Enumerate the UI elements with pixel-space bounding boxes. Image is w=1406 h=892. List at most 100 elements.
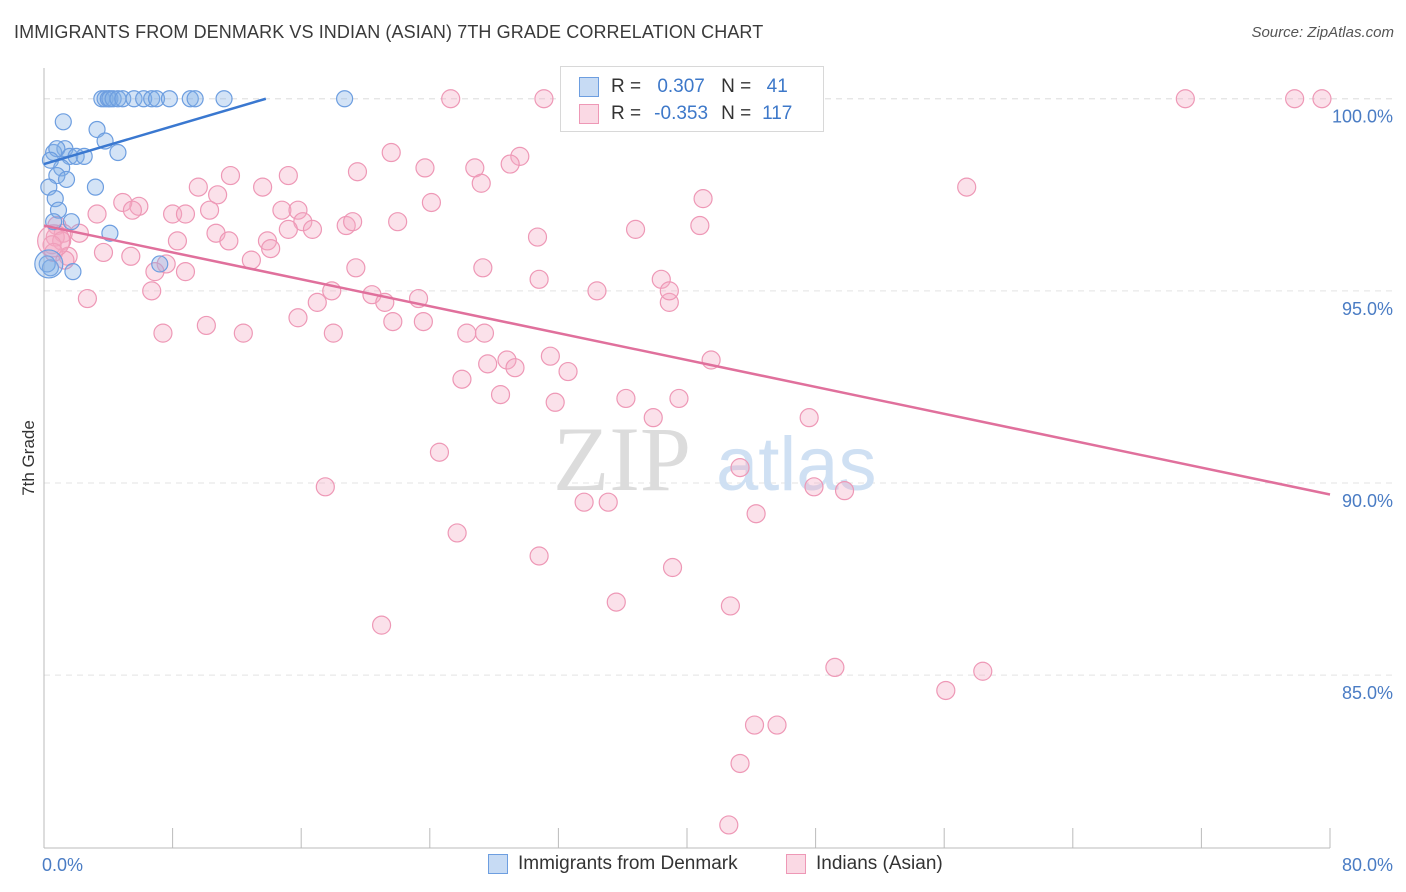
x-tick-label: 80.0%: [1342, 855, 1393, 875]
bottom-legend-indians: Indians (Asian): [786, 852, 943, 876]
point-indians-asian: [167, 231, 188, 251]
point-indians-asian: [804, 477, 824, 497]
point-indians-asian: [606, 592, 626, 612]
point-indians-asian: [288, 308, 308, 328]
point-immigrants-from-denmark: [336, 90, 354, 108]
point-indians-asian: [175, 262, 196, 282]
point-indians-asian: [834, 481, 855, 501]
point-immigrants-from-denmark: [86, 178, 105, 196]
point-indians-asian: [447, 523, 467, 543]
point-indians-asian: [278, 219, 298, 239]
point-indians-asian: [500, 154, 520, 174]
y-axis-title: 7th Grade: [19, 420, 38, 496]
watermark-atlas: atlas: [716, 422, 877, 507]
point-indians-asian: [690, 215, 710, 236]
point-indians-asian: [659, 292, 679, 312]
point-indians-asian: [558, 361, 578, 382]
point-indians-asian: [175, 204, 196, 224]
point-indians-asian: [37, 224, 71, 258]
watermark-zip: ZIP: [553, 408, 691, 510]
legend-r-value: -0.353: [654, 103, 709, 124]
point-indians-asian: [973, 661, 993, 681]
point-indians-asian: [719, 815, 739, 835]
point-indians-asian: [122, 200, 143, 220]
trend-lines: [43, 97, 1331, 496]
point-indians-asian: [261, 238, 281, 259]
point-indians-asian: [188, 177, 208, 197]
point-indians-asian: [478, 354, 498, 374]
legend-r-label: R =: [611, 76, 642, 97]
point-indians-asian: [659, 281, 679, 301]
point-immigrants-from-denmark: [109, 143, 127, 162]
point-immigrants-from-denmark: [104, 90, 122, 108]
point-immigrants-from-denmark: [34, 249, 64, 279]
y-tick-label: 90.0%: [1342, 491, 1393, 511]
legend-swatch-blue: [579, 77, 599, 97]
point-indians-asian: [497, 350, 517, 370]
legend-n-label: N =: [721, 76, 752, 97]
bottom-legend-denmark: Immigrants from Denmark: [488, 852, 738, 876]
point-indians-asian: [744, 715, 765, 735]
point-indians-asian: [457, 323, 477, 343]
point-indians-asian: [473, 258, 493, 278]
point-indians-asian: [441, 89, 461, 109]
point-immigrants-from-denmark: [186, 90, 204, 108]
point-indians-asian: [156, 254, 176, 274]
point-indians-asian: [278, 165, 298, 186]
trend-line-immigrants-from-denmark: [43, 97, 267, 166]
point-indians-asian: [220, 165, 241, 186]
point-indians-asian: [669, 388, 689, 409]
point-indians-asian: [77, 288, 98, 309]
point-indians-asian: [510, 146, 530, 166]
point-indians-asian: [421, 192, 442, 213]
correlation-legend: R = 0.307 N = 41 R = -0.353 N = 117: [560, 66, 824, 132]
grid: [44, 98, 1394, 676]
legend-r-label: R =: [611, 103, 642, 124]
point-indians-asian: [347, 162, 368, 182]
point-indians-asian: [957, 177, 977, 197]
point-indians-asian: [534, 89, 554, 109]
point-indians-asian: [153, 323, 173, 343]
point-indians-asian: [767, 715, 787, 735]
point-immigrants-from-denmark: [160, 90, 178, 108]
point-indians-asian: [799, 408, 819, 428]
point-indians-asian: [383, 311, 403, 332]
bottom-legend-label: Indians (Asian): [816, 853, 943, 874]
legend-n-value: 41: [766, 76, 788, 97]
point-indians-asian: [388, 212, 408, 232]
point-immigrants-from-denmark: [54, 113, 72, 131]
point-immigrants-from-denmark: [143, 90, 161, 108]
series-indians-asian: [37, 89, 1332, 835]
point-immigrants-from-denmark: [215, 90, 233, 108]
watermark: ZIP atlas: [553, 408, 877, 510]
point-indians-asian: [87, 204, 107, 224]
point-indians-asian: [574, 492, 594, 512]
y-tick-label: 100.0%: [1332, 107, 1393, 127]
point-indians-asian: [208, 185, 228, 205]
point-indians-asian: [616, 388, 636, 409]
point-indians-asian: [825, 657, 845, 678]
point-indians-asian: [219, 231, 239, 251]
point-indians-asian: [505, 358, 525, 378]
chart-title: IMMIGRANTS FROM DENMARK VS INDIAN (ASIAN…: [14, 22, 764, 42]
bottom-legend-swatch-blue: [488, 854, 508, 874]
point-indians-asian: [257, 231, 278, 251]
tick-labels: 85.0% 90.0% 95.0% 100.0% 0.0% 80.0% 7th Grade: [19, 107, 1393, 875]
legend-swatch-pink: [579, 104, 599, 124]
point-indians-asian: [323, 323, 343, 343]
y-tick-label: 85.0%: [1342, 683, 1393, 703]
point-indians-asian: [452, 369, 472, 389]
point-indians-asian: [429, 442, 450, 462]
bottom-legend-label: Immigrants from Denmark: [518, 853, 738, 874]
legend-n-value: 117: [762, 103, 793, 124]
point-indians-asian: [233, 323, 253, 343]
point-indians-asian: [44, 242, 64, 263]
axes: [43, 68, 1331, 849]
point-indians-asian: [302, 219, 323, 239]
point-indians-asian: [720, 596, 741, 616]
point-indians-asian: [142, 281, 162, 301]
point-indians-asian: [307, 292, 327, 312]
point-indians-asian: [93, 242, 114, 263]
bottom-legend-swatch-pink: [786, 854, 806, 874]
